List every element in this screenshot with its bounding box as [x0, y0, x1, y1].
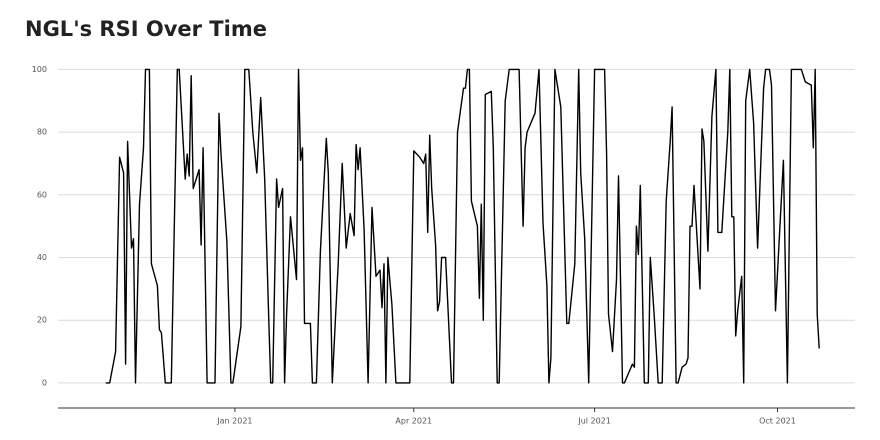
- chart-title: NGL's RSI Over Time: [25, 17, 267, 41]
- y-tick-label: 100: [32, 65, 47, 74]
- y-tick-label: 20: [37, 316, 47, 325]
- x-tick-label: Jan 2021: [216, 417, 252, 426]
- y-tick-label: 40: [37, 253, 47, 262]
- x-tick-label: Oct 2021: [759, 417, 796, 426]
- x-tick-label: Jul 2021: [577, 417, 611, 426]
- y-tick-label: 60: [37, 190, 47, 199]
- x-tick-label: Apr 2021: [395, 417, 432, 426]
- line: [105, 68, 820, 384]
- y-tick-label: 0: [42, 378, 47, 387]
- y-tick-label: 80: [37, 128, 47, 137]
